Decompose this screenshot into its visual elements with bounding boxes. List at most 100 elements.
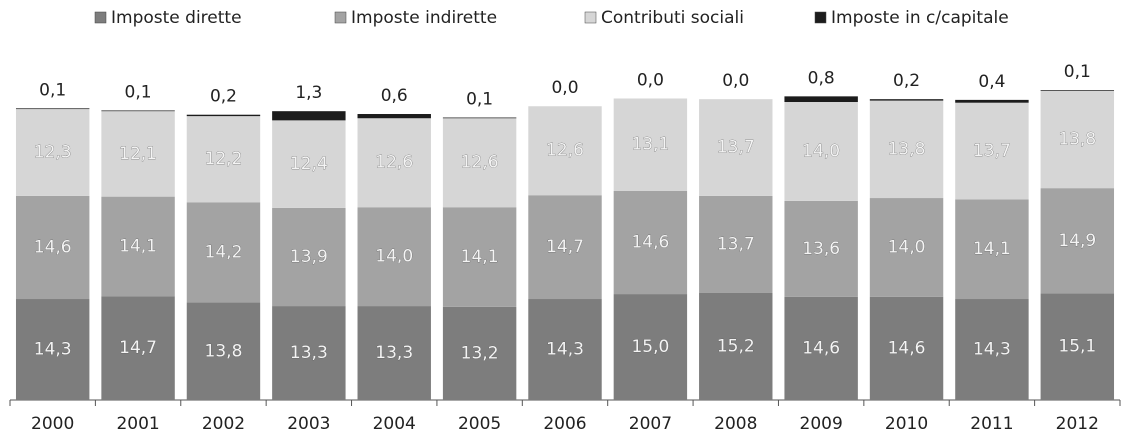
segment-value-label: 14,0 — [375, 247, 413, 267]
legend-swatch — [94, 11, 107, 24]
segment-value-label: 13,7 — [973, 141, 1011, 161]
x-tick-label: 2005 — [458, 414, 501, 434]
segment-value-label: 14,1 — [461, 247, 499, 267]
bar-segment — [186, 302, 261, 400]
bar-segment — [186, 116, 261, 203]
x-tick-label: 2001 — [116, 414, 159, 434]
bar-segment — [784, 200, 858, 297]
bar-segment — [955, 299, 1029, 400]
bar-segment — [869, 198, 944, 297]
legend-swatch — [334, 11, 347, 24]
legend-label: Imposte dirette — [111, 8, 242, 28]
segment-value-label: 12,6 — [546, 141, 584, 161]
segment-value-label: 13,3 — [375, 343, 413, 363]
bar-segment — [272, 111, 346, 121]
x-tick-label: 2000 — [31, 414, 74, 434]
top-value-label: 0,2 — [893, 71, 920, 91]
segment-value-label: 14,3 — [546, 340, 584, 360]
top-value-label: 0,6 — [381, 86, 408, 106]
bar-segment — [869, 296, 944, 400]
bar-segment — [699, 195, 773, 293]
bar-segment — [955, 99, 1029, 103]
segment-value-label: 12,3 — [34, 142, 72, 162]
segment-value-label: 13,8 — [205, 341, 243, 361]
segment-value-label: 13,7 — [717, 138, 755, 158]
segment-value-label: 12,6 — [461, 153, 499, 173]
x-tick-label: 2006 — [543, 414, 586, 434]
segment-value-label: 13,3 — [290, 343, 328, 363]
segment-value-label: 13,1 — [631, 135, 669, 155]
top-value-label: 0,2 — [210, 87, 237, 107]
bar-segment — [613, 98, 688, 191]
bar-segment — [1040, 90, 1115, 189]
segment-value-label: 15,0 — [631, 337, 669, 357]
segment-value-label: 13,2 — [461, 343, 499, 363]
legend-label: Contributi sociali — [601, 8, 744, 28]
segment-value-label: 12,1 — [119, 144, 157, 164]
segment-value-label: 13,8 — [1058, 129, 1096, 149]
bar-segment — [186, 202, 261, 303]
bar-segment — [442, 117, 517, 119]
top-value-label: 0,1 — [466, 90, 493, 110]
top-value-label: 0,0 — [551, 78, 578, 98]
segment-value-label: 14,2 — [205, 242, 243, 262]
top-value-label: 0,0 — [637, 70, 664, 90]
legend-swatch — [814, 11, 827, 24]
bar-segment — [272, 306, 346, 400]
segment-value-label: 14,9 — [1058, 231, 1096, 251]
bar-segment — [784, 102, 858, 201]
top-value-label: 0,1 — [39, 80, 66, 100]
x-tick-label: 2009 — [800, 414, 843, 434]
segment-value-label: 14,6 — [631, 233, 669, 253]
bar-segment — [101, 296, 175, 400]
x-tick-label: 2010 — [885, 414, 928, 434]
legend-label: Imposte indirette — [351, 8, 497, 28]
segment-value-label: 14,1 — [973, 239, 1011, 259]
top-value-label: 1,3 — [295, 83, 322, 103]
bar-segment — [613, 294, 688, 400]
bar-segment — [528, 106, 602, 196]
segment-value-label: 14,3 — [34, 340, 72, 360]
x-tick-label: 2012 — [1056, 414, 1099, 434]
bar-segment — [357, 118, 431, 208]
segment-value-label: 14,7 — [119, 338, 157, 358]
bar-segment — [1040, 188, 1115, 294]
bar-segment — [1040, 90, 1115, 91]
bar-segment — [699, 99, 773, 196]
bar-segment — [869, 99, 944, 101]
segment-value-label: 14,0 — [802, 141, 840, 161]
bar-segment — [1040, 293, 1115, 400]
top-value-label: 0,1 — [1064, 62, 1091, 82]
segment-value-label: 13,6 — [802, 239, 840, 259]
bar-segment — [101, 111, 175, 197]
x-tick-label: 2011 — [970, 414, 1013, 434]
x-tick-label: 2004 — [373, 414, 416, 434]
bar-segment — [528, 299, 602, 400]
bar-segment — [784, 96, 858, 103]
segment-value-label: 13,9 — [290, 247, 328, 267]
legend-label: Imposte in c/capitale — [831, 8, 1009, 28]
bar-segment — [101, 196, 175, 297]
segment-value-label: 15,1 — [1058, 337, 1096, 357]
bar-segment — [699, 292, 773, 400]
x-tick-label: 2002 — [202, 414, 245, 434]
segment-value-label: 14,6 — [34, 237, 72, 257]
top-value-label: 0,4 — [978, 72, 1005, 92]
bar-segment — [15, 109, 90, 196]
x-tick-label: 2007 — [629, 414, 672, 434]
legend-swatch — [584, 11, 597, 24]
bar-segment — [15, 299, 90, 400]
segment-value-label: 14,7 — [546, 237, 584, 257]
bar-segment — [272, 120, 346, 208]
top-value-label: 0,1 — [125, 82, 152, 102]
segment-value-label: 14,6 — [888, 338, 926, 358]
bar-segment — [613, 190, 688, 295]
x-tick-label: 2003 — [287, 414, 330, 434]
segment-value-label: 13,7 — [717, 234, 755, 254]
bar-segment — [955, 102, 1029, 200]
bar-segment — [186, 114, 261, 117]
bar-segment — [784, 296, 858, 400]
bar-segment — [442, 207, 517, 307]
segment-value-label: 12,6 — [375, 153, 413, 173]
bar-segment — [101, 110, 175, 112]
